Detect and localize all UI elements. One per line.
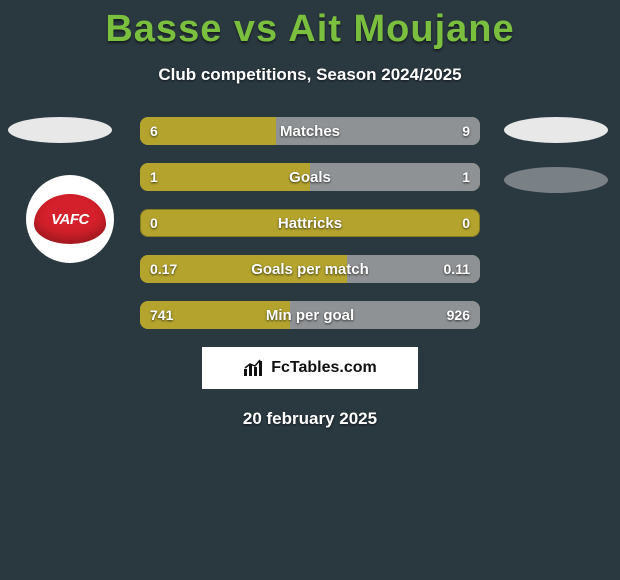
- stat-row: Min per goal741 926: [140, 301, 480, 329]
- stat-left-value: 741: [150, 301, 173, 329]
- stat-right-value: 0: [462, 209, 470, 237]
- left-team-badge-text: VAFC: [34, 194, 106, 244]
- left-team-badge: VAFC: [26, 175, 114, 263]
- stat-left-value: 0.17: [150, 255, 177, 283]
- stat-right-value: 926: [447, 301, 470, 329]
- stat-label: Goals per match: [140, 255, 480, 283]
- infographic-date: 20 february 2025: [0, 409, 620, 429]
- stat-label: Matches: [140, 117, 480, 145]
- bars-icon: [243, 359, 265, 377]
- stat-row: Matches6 9: [140, 117, 480, 145]
- brand-text: FcTables.com: [271, 359, 377, 377]
- stat-left-value: 0: [150, 209, 158, 237]
- page-subtitle: Club competitions, Season 2024/2025: [0, 65, 620, 85]
- comparison-panel: VAFC Matches6 9 Goals1 1 Hattricks0 0 Goals pe…: [0, 117, 620, 429]
- left-player-ellipse: [8, 117, 112, 143]
- stat-right-value: 0.11: [444, 255, 470, 283]
- stat-right-value: 9: [462, 117, 470, 145]
- stat-label: Hattricks: [140, 209, 480, 237]
- stat-left-value: 6: [150, 117, 158, 145]
- right-player-ellipse: [504, 117, 608, 143]
- stat-row: Goals1 1: [140, 163, 480, 191]
- page-title: Basse vs Ait Moujane: [0, 0, 620, 51]
- right-team-ellipse: [504, 167, 608, 193]
- stat-label: Goals: [140, 163, 480, 191]
- stat-row: Goals per match0.17 0.11: [140, 255, 480, 283]
- stat-bars: Matches6 9 Goals1 1 Hattricks0 0 Goals per mat…: [140, 117, 480, 329]
- stat-right-value: 1: [462, 163, 470, 191]
- brand-box: FcTables.com: [202, 347, 418, 389]
- stat-label: Min per goal: [140, 301, 480, 329]
- stat-left-value: 1: [150, 163, 158, 191]
- stat-row: Hattricks0 0: [140, 209, 480, 237]
